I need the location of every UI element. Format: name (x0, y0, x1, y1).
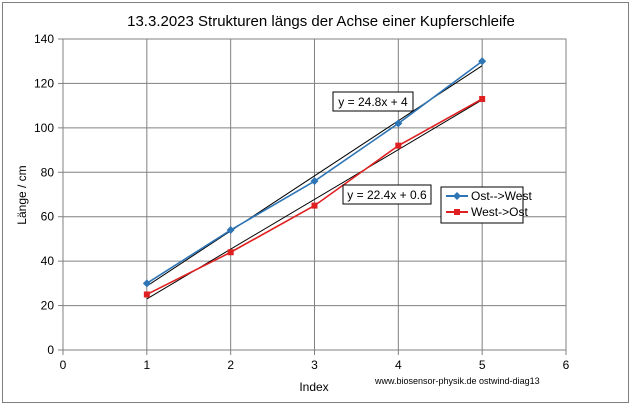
data-point (227, 249, 234, 256)
data-point (310, 177, 319, 186)
data-point (395, 142, 402, 149)
x-axis-label: Index (299, 380, 328, 394)
y-axis-label: Länge / cm (15, 165, 29, 224)
trendline-label-2-text: y = 22.4x + 0.6 (347, 188, 427, 202)
x-tick-label: 2 (227, 358, 234, 372)
series-group (142, 57, 487, 298)
x-tick-label: 1 (143, 358, 150, 372)
trendline-label-2: y = 22.4x + 0.6 (342, 184, 432, 205)
legend-label-ost-west: Ost-->West (471, 189, 532, 203)
chart-title: 13.3.2023 Strukturen längs der Achse ein… (127, 13, 515, 30)
legend-box (440, 186, 524, 224)
source-annotation: www.biosensor-physik.de ostwind-diag13 (374, 376, 540, 386)
legend-marker-west-ost (454, 209, 460, 215)
legend-marker-ost-west (453, 192, 461, 200)
legend-label-west-ost: West->Ost (471, 205, 528, 219)
y-tick-label: 140 (34, 32, 54, 46)
data-point (226, 226, 235, 235)
y-tick-label: 120 (34, 76, 54, 90)
x-tick-label: 6 (563, 358, 570, 372)
x-tick-label: 0 (60, 358, 67, 372)
y-tick-label: 60 (41, 210, 55, 224)
trendline-label-1: y = 24.8x + 4 (332, 91, 414, 112)
legend: Ost-->West West->Ost (440, 186, 532, 224)
x-tick-label: 5 (479, 358, 486, 372)
chart-svg: 13.3.2023 Strukturen längs der Achse ein… (15, 13, 570, 394)
data-point (143, 291, 150, 298)
y-tick-label: 100 (34, 121, 54, 135)
data-point (394, 119, 403, 128)
y-tick-label: 20 (41, 299, 55, 313)
data-point (142, 279, 151, 288)
x-tick-label: 4 (395, 358, 402, 372)
chart-frame: 13.3.2023 Strukturen längs der Achse ein… (2, 2, 629, 403)
data-point (311, 202, 318, 209)
y-tick-label: 0 (47, 343, 54, 357)
data-point (478, 57, 487, 66)
data-point (479, 95, 486, 102)
trendline-label-1-text: y = 24.8x + 4 (338, 95, 408, 109)
y-tick-label: 40 (41, 254, 55, 268)
x-tick-label: 3 (311, 358, 318, 372)
y-tick-label: 80 (41, 165, 55, 179)
